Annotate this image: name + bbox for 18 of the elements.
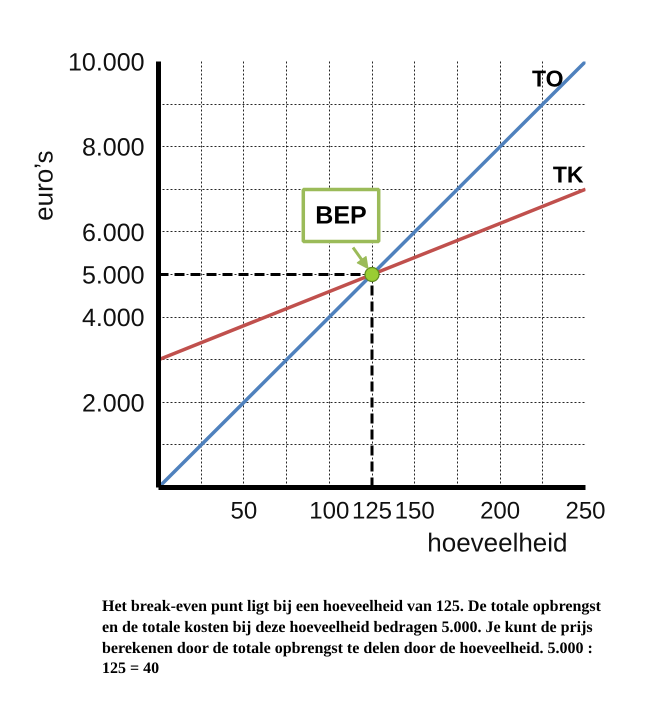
x-tick-label: 200 [480, 498, 520, 524]
y-tick-label: 5.000 [82, 262, 144, 290]
annotation: BEP [315, 202, 367, 230]
y-tick-label: 6.000 [82, 218, 144, 247]
x-tick-label: 250 [565, 498, 606, 524]
y-tick-label: 2.000 [82, 389, 144, 418]
x-tick-label: 150 [394, 498, 435, 524]
x-tick-label: 50 [230, 498, 258, 524]
x-tick-label: 125 [352, 498, 392, 524]
x-axis-title: hoeveelheid [427, 528, 568, 558]
series-label: TO [532, 66, 564, 92]
series-label: TK [552, 161, 584, 188]
y-tick-label: 10.000 [68, 48, 145, 76]
x-tick-label: 100 [309, 498, 350, 524]
y-axis-title: euro’s [28, 150, 58, 221]
y-tick-label: 8.000 [82, 134, 144, 162]
text: Het break-even punt ligt bij een hoeveelheid van 125. De totale opbrengst en de totale kosten bij deze hoeveelheid bedragen 5.000. Je kunt de prijs berekenen door de totale opbrengst te delen door de hoeveelheid. 5.000 : 125 = 40 [102, 597, 602, 680]
y-tick-label: 4.000 [82, 304, 144, 332]
